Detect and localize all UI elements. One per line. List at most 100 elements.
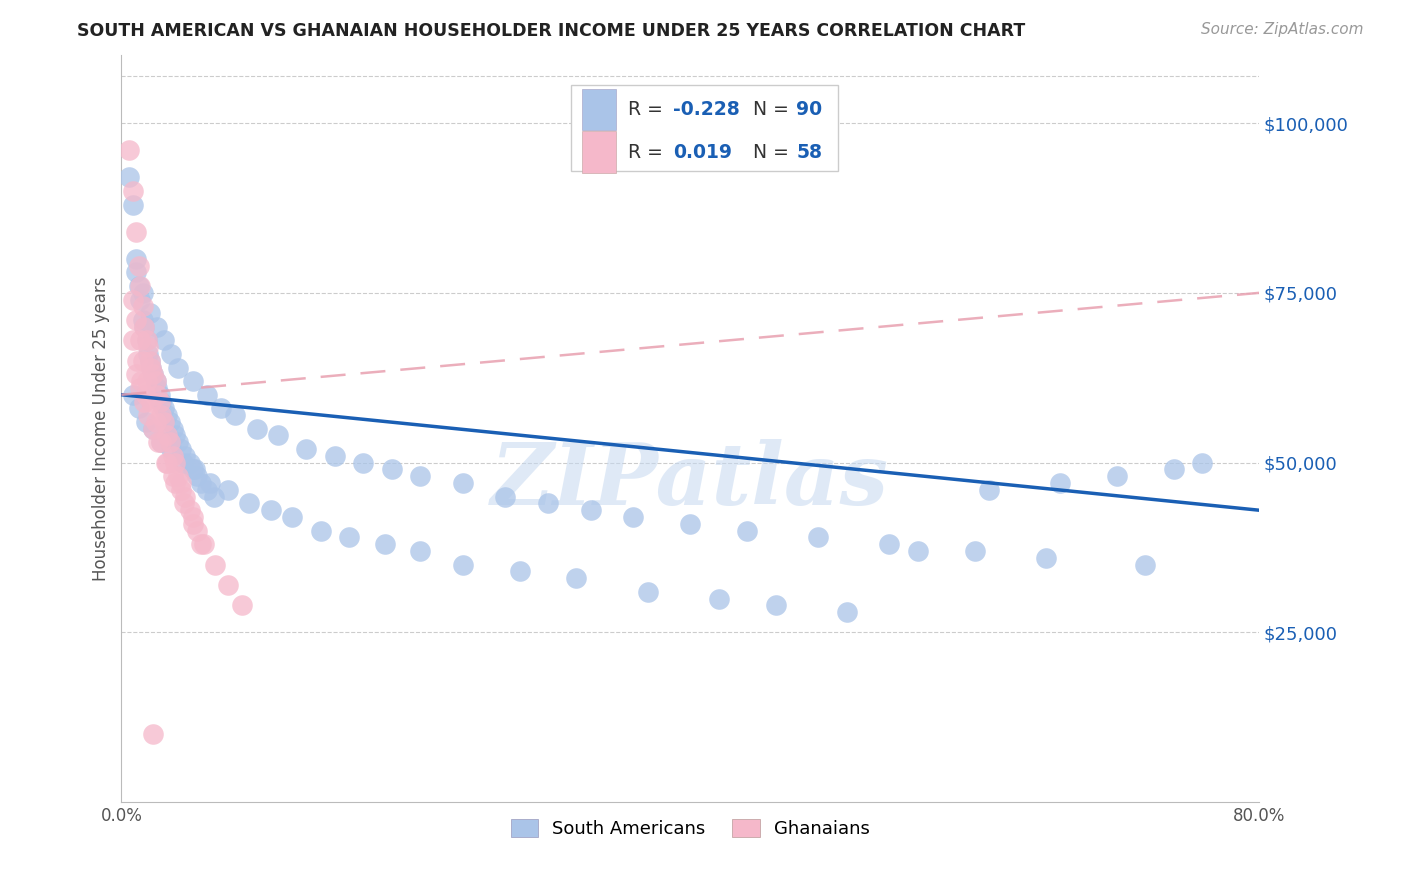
Text: R =: R =	[627, 100, 669, 119]
Point	[146, 381, 169, 395]
Point	[117, 170, 139, 185]
Point	[159, 415, 181, 429]
Point	[167, 435, 190, 450]
Point	[148, 435, 170, 450]
Point	[381, 462, 404, 476]
Point	[142, 368, 165, 382]
Point	[238, 496, 260, 510]
Point	[352, 456, 374, 470]
Point	[129, 293, 152, 307]
FancyBboxPatch shape	[571, 85, 838, 171]
FancyBboxPatch shape	[582, 88, 616, 129]
Point	[142, 368, 165, 382]
Point	[142, 422, 165, 436]
Point	[121, 197, 143, 211]
Point	[132, 300, 155, 314]
Point	[309, 524, 332, 538]
Point	[121, 184, 143, 198]
Point	[124, 265, 146, 279]
Point	[181, 374, 204, 388]
Point	[136, 374, 159, 388]
Point	[159, 435, 181, 450]
Point	[494, 490, 516, 504]
Point	[153, 415, 176, 429]
Point	[160, 347, 183, 361]
Point	[179, 456, 201, 470]
Point	[186, 524, 208, 538]
Point	[153, 334, 176, 348]
Point	[150, 394, 173, 409]
Point	[146, 388, 169, 402]
Point	[537, 496, 560, 510]
Point	[125, 353, 148, 368]
Point	[162, 422, 184, 436]
Text: 58: 58	[796, 143, 823, 161]
Point	[186, 469, 208, 483]
Point	[807, 530, 830, 544]
Point	[145, 374, 167, 388]
Point	[735, 524, 758, 538]
Point	[124, 225, 146, 239]
Point	[149, 394, 172, 409]
Point	[1191, 456, 1213, 470]
Point	[323, 449, 346, 463]
Point	[565, 571, 588, 585]
Point	[145, 415, 167, 429]
Point	[121, 334, 143, 348]
Point	[679, 516, 702, 531]
Point	[181, 462, 204, 476]
Text: Source: ZipAtlas.com: Source: ZipAtlas.com	[1201, 22, 1364, 37]
Point	[409, 544, 432, 558]
Text: -0.228: -0.228	[673, 100, 740, 119]
Point	[135, 415, 157, 429]
Point	[281, 510, 304, 524]
Point	[977, 483, 1000, 497]
Point	[267, 428, 290, 442]
Point	[156, 408, 179, 422]
Text: N =: N =	[741, 100, 796, 119]
Point	[141, 360, 163, 375]
Point	[1135, 558, 1157, 572]
Point	[579, 503, 602, 517]
Point	[129, 334, 152, 348]
Point	[138, 347, 160, 361]
Point	[139, 353, 162, 368]
Point	[132, 313, 155, 327]
Point	[124, 313, 146, 327]
Point	[621, 510, 644, 524]
Point	[165, 476, 187, 491]
Point	[134, 319, 156, 334]
Point	[128, 279, 150, 293]
Point	[1049, 476, 1071, 491]
Point	[707, 591, 730, 606]
Point	[174, 449, 197, 463]
Point	[153, 401, 176, 416]
Point	[124, 252, 146, 266]
Point	[134, 394, 156, 409]
Point	[138, 340, 160, 354]
Point	[835, 605, 858, 619]
Point	[195, 388, 218, 402]
Point	[121, 388, 143, 402]
Point	[129, 279, 152, 293]
Point	[451, 558, 474, 572]
Point	[373, 537, 395, 551]
Point	[141, 360, 163, 375]
Point	[409, 469, 432, 483]
Point	[217, 578, 239, 592]
Point	[224, 408, 246, 422]
Text: SOUTH AMERICAN VS GHANAIAN HOUSEHOLDER INCOME UNDER 25 YEARS CORRELATION CHART: SOUTH AMERICAN VS GHANAIAN HOUSEHOLDER I…	[77, 22, 1025, 40]
Point	[156, 456, 179, 470]
Point	[167, 360, 190, 375]
Point	[121, 293, 143, 307]
Point	[145, 374, 167, 388]
Point	[204, 558, 226, 572]
Point	[167, 469, 190, 483]
Text: 0.019: 0.019	[673, 143, 733, 161]
Point	[184, 462, 207, 476]
Point	[150, 435, 173, 450]
Point	[134, 319, 156, 334]
Point	[173, 496, 195, 510]
Point	[181, 510, 204, 524]
Point	[337, 530, 360, 544]
